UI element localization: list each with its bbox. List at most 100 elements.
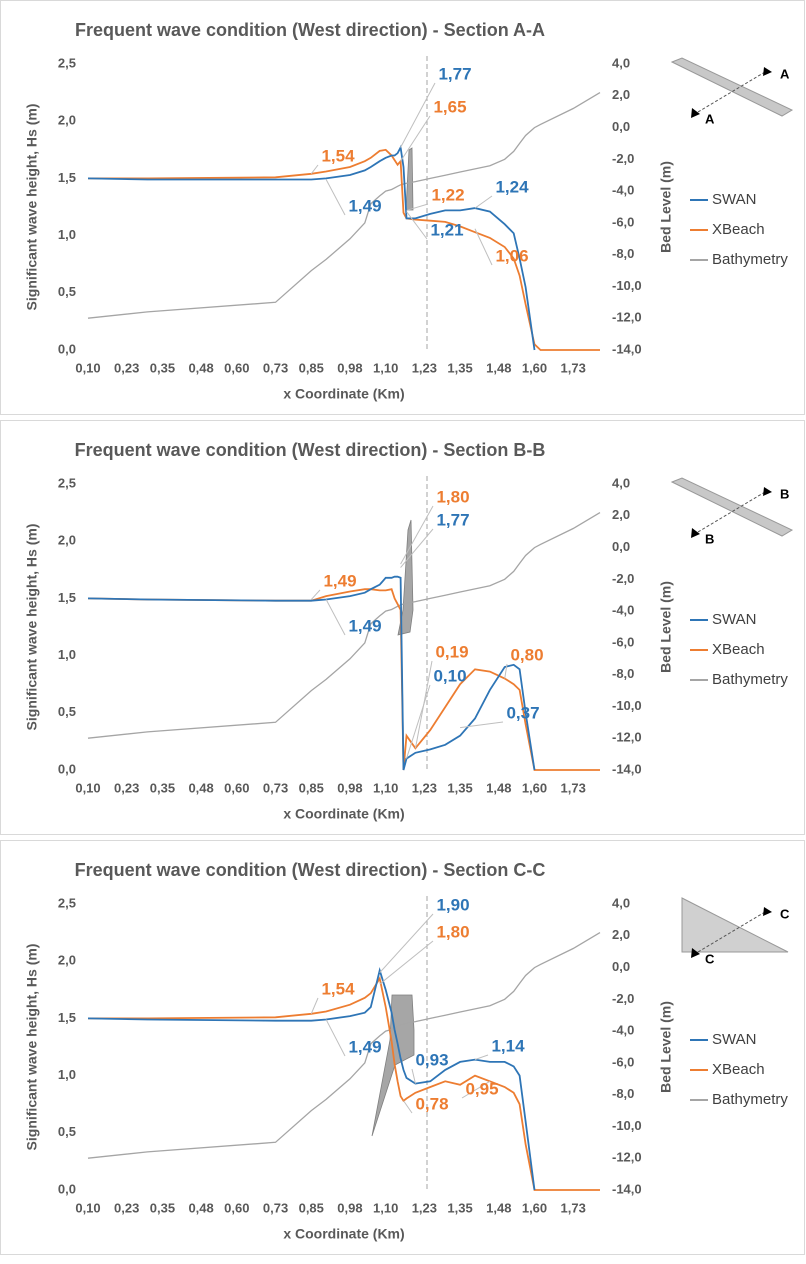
- series-line: [87, 588, 600, 771]
- x-tick-label: 1,10: [373, 780, 398, 795]
- annotation-leader: [400, 82, 436, 148]
- y-axis-label: Significant wave height, Hs (m): [24, 944, 40, 1151]
- y-tick-label: 1,5: [58, 590, 76, 605]
- annotation-label: 1,06: [495, 246, 528, 265]
- annotation-label: 1,54: [321, 979, 355, 998]
- x-tick-label: 1,73: [561, 360, 586, 375]
- x-tick-label: 0,10: [75, 780, 100, 795]
- annotation-leader: [406, 203, 429, 211]
- inset-arrow: [691, 528, 700, 538]
- legend-label: XBeach: [712, 641, 765, 658]
- inset-label: A: [780, 66, 790, 81]
- y-tick-label: 2,0: [58, 953, 76, 968]
- annotation-label: 1,77: [436, 510, 469, 529]
- y2-tick-label: 2,0: [612, 87, 630, 102]
- y2-tick-label: -4,0: [612, 183, 634, 198]
- chart-title: Frequent wave condition (West direction)…: [75, 860, 546, 880]
- y-tick-label: 0,5: [58, 284, 76, 299]
- x-tick-label: 1,73: [561, 1200, 586, 1215]
- annotation-label: 1,49: [348, 196, 381, 215]
- annotation-label: 0,95: [465, 1079, 498, 1098]
- y-tick-label: 0,0: [58, 761, 76, 776]
- x-tick-label: 0,85: [299, 360, 324, 375]
- annotation-leader: [310, 589, 321, 600]
- x-tick-label: 0,60: [224, 780, 249, 795]
- y-tick-label: 2,0: [58, 113, 76, 128]
- y2-tick-label: 2,0: [612, 507, 630, 522]
- y2-tick-label: -10,0: [612, 278, 642, 293]
- y2-tick-label: 2,0: [612, 927, 630, 942]
- y-tick-label: 0,5: [58, 704, 76, 719]
- x-tick-label: 0,23: [114, 1200, 139, 1215]
- legend-label: XBeach: [712, 1061, 765, 1078]
- annotation-leader: [310, 164, 319, 175]
- annotation-leader: [474, 1054, 489, 1061]
- y2-tick-label: -14,0: [612, 341, 642, 356]
- series-line: [87, 575, 536, 771]
- x-tick-label: 0,98: [337, 1200, 362, 1215]
- annotation-label: 1,65: [433, 97, 466, 116]
- y-axis-label: Significant wave height, Hs (m): [24, 104, 40, 311]
- x-tick-label: 1,48: [486, 360, 511, 375]
- annotation-leader: [400, 505, 434, 565]
- y2-tick-label: -2,0: [612, 571, 634, 586]
- inset-breakwater: [681, 897, 789, 953]
- annotation-leader: [310, 997, 319, 1015]
- annotation-leader: [460, 721, 504, 729]
- x-tick-label: 0,35: [150, 1200, 175, 1215]
- annotation-leader: [461, 1080, 491, 1099]
- x-tick-label: 1,23: [412, 780, 437, 795]
- legend-label: Bathymetry: [712, 671, 788, 688]
- annotation-leader: [325, 599, 346, 636]
- y-tick-label: 1,0: [58, 1067, 76, 1082]
- inset-arrow: [691, 948, 700, 958]
- x-tick-label: 0,35: [150, 780, 175, 795]
- annotation-label: 1,49: [348, 616, 381, 635]
- x-tick-label: 1,23: [412, 360, 437, 375]
- y2-axis-label: Bed Level (m): [658, 581, 674, 673]
- annotation-label: 1,90: [436, 895, 469, 914]
- inset-arrow: [763, 907, 772, 916]
- inset-label: C: [780, 906, 790, 921]
- inset-label: B: [780, 486, 789, 501]
- x-axis-label: x Coordinate (Km): [283, 806, 404, 822]
- inset-section: [697, 911, 766, 953]
- x-tick-label: 0,23: [114, 360, 139, 375]
- x-tick-label: 1,48: [486, 1200, 511, 1215]
- x-tick-label: 1,35: [447, 1200, 472, 1215]
- x-tick-label: 0,48: [188, 360, 213, 375]
- x-tick-label: 0,73: [263, 360, 288, 375]
- y2-tick-label: -14,0: [612, 761, 642, 776]
- x-tick-label: 0,98: [337, 360, 362, 375]
- inset-label: B: [705, 531, 714, 546]
- annotation-label: 1,49: [323, 571, 356, 590]
- y-tick-label: 1,5: [58, 1010, 76, 1025]
- y-tick-label: 0,0: [58, 341, 76, 356]
- y2-tick-label: -2,0: [612, 151, 634, 166]
- x-axis-label: x Coordinate (Km): [283, 386, 404, 402]
- annotation-leader: [474, 195, 493, 209]
- series-line: [87, 932, 601, 1159]
- y2-tick-label: 0,0: [612, 959, 630, 974]
- y-tick-label: 0,5: [58, 1124, 76, 1139]
- x-tick-label: 1,60: [522, 360, 547, 375]
- y-tick-label: 1,0: [58, 227, 76, 242]
- y2-tick-label: -4,0: [612, 603, 634, 618]
- annotation-leader: [400, 115, 431, 162]
- y2-axis-label: Bed Level (m): [658, 161, 674, 253]
- annotation-leader: [379, 940, 434, 985]
- x-tick-label: 1,35: [447, 780, 472, 795]
- chart-title: Frequent wave condition (West direction)…: [75, 440, 546, 460]
- annotation-leader: [325, 179, 346, 216]
- annotation-label: 1,80: [436, 487, 469, 506]
- annotation-leader: [406, 211, 428, 240]
- annotation-leader: [411, 1068, 416, 1084]
- x-tick-label: 1,73: [561, 780, 586, 795]
- y2-tick-label: -8,0: [612, 1086, 634, 1101]
- series-line: [88, 148, 600, 351]
- y2-tick-label: 0,0: [612, 539, 630, 554]
- y-tick-label: 2,5: [58, 55, 76, 70]
- legend-label: SWAN: [712, 191, 756, 208]
- annotation-leader: [406, 684, 431, 759]
- x-tick-label: 0,23: [114, 780, 139, 795]
